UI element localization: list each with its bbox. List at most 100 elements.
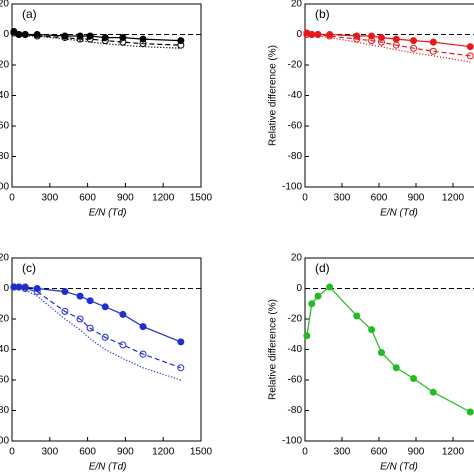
data-point: [353, 35, 361, 43]
y-tick-label: -100: [282, 182, 302, 193]
x-tick-label: 300: [41, 447, 58, 458]
data-point: [21, 31, 29, 38]
data-point: [392, 35, 400, 43]
x-tick-label: 600: [79, 193, 96, 204]
y-tick-label: -40: [0, 344, 9, 355]
x-tick-label: 300: [334, 193, 351, 204]
y-tick-label: -60: [0, 375, 9, 386]
y-tick-label: -40: [288, 344, 303, 355]
data-point: [119, 310, 127, 318]
data-point: [10, 283, 18, 291]
data-point: [326, 32, 334, 40]
data-point: [303, 31, 311, 38]
data-point: [368, 37, 376, 45]
x-tick-label: 900: [408, 447, 425, 458]
data-point: [21, 285, 29, 292]
data-point: [466, 408, 474, 416]
x-tick-label: 900: [408, 193, 425, 204]
series-line: [13, 32, 181, 46]
data-point: [377, 349, 385, 357]
y-tick-label: -80: [0, 405, 9, 416]
x-tick-label: 1200: [152, 193, 175, 204]
data-point: [61, 288, 69, 296]
data-point: [466, 52, 474, 60]
data-point: [101, 37, 109, 45]
y-tick-label: -20: [0, 314, 9, 325]
x-tick-label: 0: [302, 193, 308, 204]
data-point: [177, 41, 185, 49]
data-point: [86, 324, 94, 332]
series-line: [13, 33, 181, 49]
y-tick-label: -60: [288, 121, 303, 132]
y-tick-label: -60: [288, 375, 303, 386]
x-tick-label: 1200: [442, 193, 465, 204]
data-point: [76, 315, 84, 323]
y-tick-label: -20: [288, 60, 303, 71]
y-tick-label: 20: [0, 0, 9, 10]
series-line: [306, 33, 471, 63]
y-tick-label: -40: [0, 90, 9, 101]
x-tick-label: 900: [117, 447, 134, 458]
panel-title: (c): [22, 261, 36, 275]
x-tick-label: 600: [79, 447, 96, 458]
y-tick-label: -20: [0, 60, 9, 71]
panel: 200-20-40-60-80-100030060090012001500(c)…: [0, 253, 213, 473]
y-tick-label: -100: [0, 182, 9, 193]
data-point: [119, 38, 127, 46]
data-point: [314, 31, 322, 38]
y-tick-label: 0: [3, 283, 9, 294]
y-tick-label: 20: [291, 253, 303, 264]
y-tick-label: -60: [0, 121, 9, 132]
y-tick-label: -20: [288, 314, 303, 325]
x-tick-label: 0: [302, 447, 308, 458]
y-tick-label: -80: [288, 405, 303, 416]
x-tick-label: 1200: [442, 447, 465, 458]
data-point: [101, 333, 109, 341]
data-point: [119, 341, 127, 349]
series-line: [13, 286, 182, 369]
y-tick-label: -80: [0, 151, 9, 162]
data-point: [139, 350, 147, 358]
series-line: [306, 286, 471, 413]
data-point: [10, 29, 18, 37]
x-axis-label: E/N (Td): [380, 208, 418, 219]
y-axis-label: Relative difference (%): [268, 45, 279, 146]
data-point: [410, 44, 418, 52]
x-tick-label: 300: [41, 193, 58, 204]
data-point: [33, 288, 41, 296]
x-tick-label: 1500: [190, 447, 213, 458]
data-point: [466, 43, 474, 51]
x-axis-label: E/N (Td): [89, 208, 127, 219]
data-point: [308, 300, 316, 308]
data-point: [392, 41, 400, 49]
y-tick-label: -40: [288, 90, 303, 101]
data-point: [33, 32, 41, 40]
data-point: [76, 292, 84, 300]
panel-title: (a): [22, 7, 37, 21]
x-tick-label: 1200: [152, 447, 175, 458]
panel-title: (d): [315, 261, 330, 275]
x-tick-label: 300: [334, 447, 351, 458]
x-tick-label: 1500: [190, 193, 213, 204]
data-point: [139, 323, 147, 331]
data-point: [410, 374, 418, 382]
data-point: [392, 364, 400, 372]
data-point: [326, 283, 334, 291]
y-tick-label: 0: [296, 283, 302, 294]
data-point: [101, 303, 109, 311]
plot-frame: [11, 3, 202, 188]
data-point: [303, 332, 311, 340]
data-point: [377, 38, 385, 46]
y-axis-label: Relative difference (%): [268, 299, 279, 400]
plot-frame: [11, 257, 202, 442]
panel: 200-20-40-60-80-100030060090012001500(a)…: [0, 0, 213, 219]
series-line: [13, 287, 181, 381]
y-tick-label: 0: [3, 29, 9, 40]
data-point: [61, 34, 69, 42]
series-line: [13, 286, 182, 343]
x-axis-label: E/N (Td): [89, 462, 127, 473]
x-tick-label: 0: [9, 193, 15, 204]
x-tick-label: 600: [371, 193, 388, 204]
